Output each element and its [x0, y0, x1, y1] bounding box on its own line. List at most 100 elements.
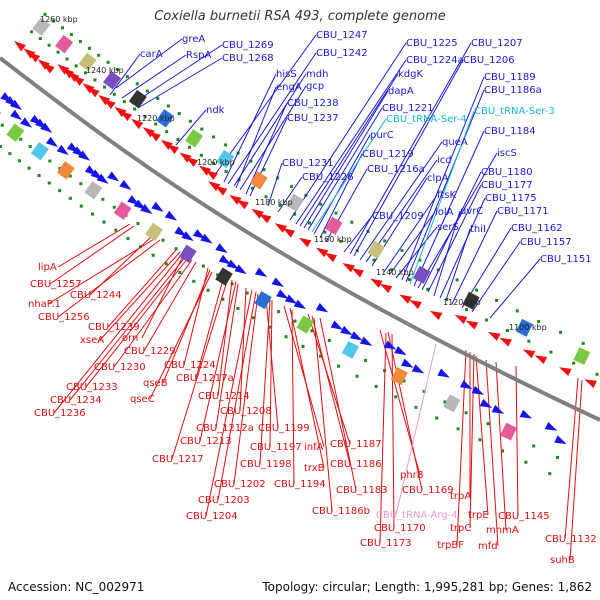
feature-block [367, 240, 385, 259]
plus-strand-gene-arrow [459, 380, 473, 390]
minus-strand-gene-arrow [208, 181, 221, 192]
gene-label-minus: CBU_1256 [38, 312, 90, 323]
feature-dot [133, 107, 137, 111]
gene-label-minus: CBU_1173 [360, 538, 412, 549]
plus-strand-gene-arrow [359, 336, 373, 346]
map-title: Coxiella burnetii RSA 493, complete geno… [154, 9, 446, 24]
gene-label-minus: qseC [130, 394, 155, 405]
gene-label-plus: ftsK [437, 190, 456, 201]
plus-strand-gene-arrow [174, 226, 187, 237]
minus-strand-gene-arrow [465, 320, 479, 330]
leader-line [162, 269, 211, 384]
feature-dot [69, 33, 73, 37]
leader-line [495, 361, 507, 531]
feature-dot [221, 297, 225, 301]
feature-dot [8, 152, 12, 156]
feature-block [286, 193, 304, 212]
leader-line [319, 317, 357, 491]
feature-dot [106, 60, 110, 64]
feature-dot [505, 329, 509, 333]
plus-strand-gene-arrow [554, 435, 567, 445]
gene-label-minus: mnmA [486, 525, 519, 536]
plus-strand-gene-arrow [200, 233, 213, 244]
plus-strand-gene-arrow [276, 289, 289, 299]
leader-line [149, 271, 213, 400]
feature-dot [216, 273, 220, 277]
feature-dot [532, 444, 536, 448]
gene-label-plus: CBU_1226 [302, 172, 354, 183]
feature-dot [48, 159, 52, 163]
feature-dot [79, 182, 83, 186]
feature-dot [156, 97, 160, 101]
gene-label-plus: CBU_1171 [497, 206, 549, 217]
feature-dot [102, 220, 106, 224]
leader-line [195, 275, 225, 379]
plus-strand-gene-arrow [437, 368, 450, 378]
leader-line [303, 90, 389, 229]
leader-line [413, 130, 485, 287]
feature-dot [407, 277, 411, 281]
plus-strand-gene-arrow [96, 173, 109, 184]
minus-strand-gene-arrow [487, 331, 501, 341]
leader-line [121, 54, 187, 99]
leader-line [475, 355, 489, 516]
feature-dot [485, 318, 489, 322]
plus-strand-gene-arrow [226, 259, 239, 270]
gene-label-minus: orn [122, 333, 138, 344]
gene-label-plus: greA [182, 34, 205, 45]
leader-line [69, 255, 187, 401]
feature-dot [364, 358, 368, 362]
feature-dot [188, 119, 192, 123]
feature-dot [17, 159, 21, 163]
plus-strand-gene-arrow [411, 364, 425, 374]
feature-block [145, 222, 163, 242]
gene-label-minus: CBU_1187 [330, 439, 382, 450]
feature-dot [112, 205, 116, 209]
genome-backbone [0, 56, 600, 422]
feature-dot [319, 202, 323, 206]
minus-strand-gene-arrow [584, 379, 597, 389]
scale-label: 1100 kbp [509, 323, 547, 332]
feature-dot [38, 37, 42, 41]
scale-label: 1160 kbp [314, 235, 352, 244]
feature-block [56, 161, 75, 180]
feature-dot [201, 264, 205, 268]
feature-dot [264, 195, 268, 199]
feature-dot [27, 166, 31, 170]
leader-line [311, 118, 387, 233]
feature-dot [559, 330, 563, 334]
plus-strand-gene-arrow [45, 136, 58, 148]
leader-line [427, 184, 482, 293]
minus-strand-gene-arrow [282, 227, 295, 238]
feature-block [515, 318, 533, 337]
gene-label-plus: CBU_1242 [316, 48, 368, 59]
feature-block [249, 171, 268, 190]
feature-dot [422, 389, 426, 393]
leader-line [289, 42, 407, 221]
feature-dot [164, 262, 168, 266]
gene-label-plus: CBU_1162 [511, 223, 563, 234]
feature-dot [337, 364, 341, 368]
gene-label-plus: RspA [186, 50, 212, 61]
feature-dot [323, 230, 327, 234]
minus-strand-gene-arrow [454, 314, 468, 324]
plus-strand-gene-arrow [9, 99, 22, 111]
gene-label-plus: CBU_1180 [481, 167, 533, 178]
plus-strand-gene-arrow [20, 117, 33, 128]
gene-label-plus: iscS [497, 148, 517, 159]
minus-strand-gene-arrow [72, 75, 85, 86]
gene-label-minus: CBU_1169 [402, 485, 454, 496]
gene-label-plus: CBU_1177 [481, 180, 533, 191]
gene-label-plus: kdgK [398, 69, 423, 80]
gene-label-minus: CBU_1224 [164, 360, 216, 371]
gene-label-minus: CBU_1244 [70, 290, 122, 301]
feature-dot [350, 220, 354, 224]
gene-label-minus: CBU_1197 [250, 442, 302, 453]
gene-label-plus: gcp [306, 81, 324, 92]
feature-block [573, 347, 591, 365]
plus-strand-gene-arrow [151, 201, 164, 212]
feature-dot [374, 384, 378, 388]
gene-label-plus: CBU_1238 [287, 98, 339, 109]
gene-label-plus: CBU_1268 [222, 53, 274, 64]
